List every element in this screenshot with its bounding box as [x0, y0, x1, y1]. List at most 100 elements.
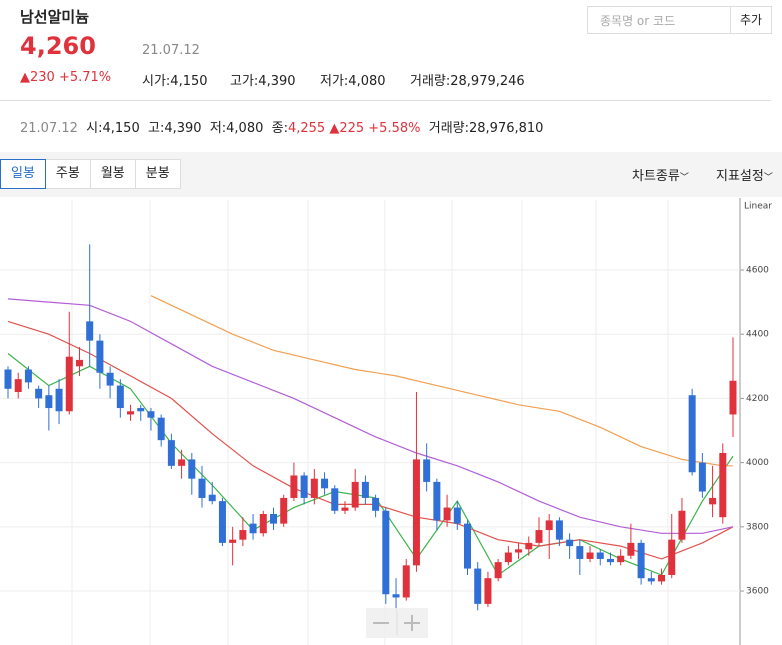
- candle-body: [24, 369, 32, 383]
- y-tick-label: 4400: [746, 330, 769, 340]
- candle-body: [310, 478, 318, 498]
- candle-body: [688, 395, 696, 473]
- change: ▲230 +5.71%: [20, 70, 112, 85]
- candle-body: [392, 594, 400, 598]
- candle-body: [566, 539, 574, 547]
- scale-label: Linear: [744, 202, 772, 212]
- low: 저가:4,080: [320, 74, 386, 89]
- moving-average-line: [7, 298, 734, 534]
- divider: [0, 100, 771, 101]
- candle-body: [300, 475, 308, 498]
- y-tick-label: 4200: [746, 394, 769, 404]
- candle-body: [382, 510, 390, 595]
- candle-body: [402, 565, 410, 598]
- daily-high: 고:4,390: [147, 121, 202, 136]
- indicator-menu[interactable]: 지표설정﹀: [716, 169, 773, 184]
- candle-body: [331, 488, 339, 511]
- candle-body: [198, 478, 206, 498]
- open: 시가:4,150: [142, 74, 208, 89]
- candle-body: [127, 411, 135, 415]
- candle-body: [178, 459, 186, 466]
- moving-average-line: [150, 295, 733, 467]
- candle-body: [188, 459, 196, 479]
- candle-body: [96, 340, 104, 373]
- candle-body: [453, 507, 461, 524]
- candle-body: [55, 388, 63, 412]
- candle-body: [351, 481, 359, 508]
- candle-body: [545, 520, 553, 531]
- candle-body: [576, 546, 584, 559]
- tab[interactable]: 일봉: [0, 159, 46, 189]
- volume: 거래량:28,979,246: [410, 74, 525, 89]
- candle-body: [290, 475, 298, 498]
- zoom-controls[interactable]: [366, 608, 428, 638]
- tab[interactable]: 분봉: [134, 159, 181, 189]
- candle-body: [729, 380, 737, 415]
- daily-info: 21.07.12 시:4,150 고:4,390 저:4,080 종:4,255…: [20, 117, 543, 136]
- candle-body: [157, 417, 165, 441]
- candle-body: [65, 356, 73, 412]
- candle-body: [474, 568, 482, 604]
- candle-body: [443, 507, 451, 521]
- candle-body: [137, 408, 145, 412]
- daily-close: 4,255: [287, 121, 326, 136]
- candle-body: [668, 539, 676, 575]
- y-tick-label: 4600: [746, 266, 769, 276]
- menu-label: 차트종류: [632, 169, 680, 184]
- candle-body: [433, 481, 441, 521]
- candle-body: [116, 385, 124, 409]
- daily-date: 21.07.12: [20, 121, 78, 136]
- candle-body: [259, 513, 267, 534]
- date: 21.07.12: [142, 43, 200, 58]
- candle-body: [106, 372, 114, 386]
- candle-body: [423, 459, 431, 482]
- candle-body: [627, 542, 635, 556]
- candle-body: [596, 552, 604, 559]
- tab[interactable]: 월봉: [89, 159, 136, 189]
- candle-body: [4, 369, 12, 389]
- candle-body: [372, 497, 380, 511]
- candle-body: [208, 494, 216, 502]
- y-tick-label: 4000: [746, 458, 769, 468]
- candle-body: [525, 542, 533, 550]
- candle-body: [412, 459, 420, 566]
- daily-low: 저:4,080: [209, 121, 264, 136]
- add-button[interactable]: 추가: [730, 6, 772, 34]
- candle-body: [361, 481, 369, 498]
- daily-close-label: 종:: [271, 121, 288, 136]
- candle-body: [658, 574, 666, 582]
- candle-body: [484, 578, 492, 604]
- candle-body: [269, 513, 277, 524]
- y-tick-label: 3600: [746, 587, 769, 597]
- candle-body: [535, 530, 543, 543]
- chart-type-menu[interactable]: 차트종류﹀: [632, 169, 689, 184]
- candle-body: [14, 379, 22, 392]
- daily-volume: 거래량:28,976,810: [428, 121, 544, 136]
- candle-body: [86, 321, 94, 341]
- candle-body: [709, 497, 717, 505]
- candle-body: [167, 440, 175, 466]
- candle-body: [147, 411, 155, 418]
- candle-body: [239, 530, 247, 540]
- menu-label: 지표설정: [716, 169, 764, 184]
- high: 고가:4,390: [230, 74, 296, 89]
- candle-body: [606, 558, 614, 563]
- candle-body: [637, 542, 645, 579]
- y-tick-label: 3800: [746, 522, 769, 532]
- candle-body: [229, 539, 237, 543]
- candle-body: [678, 510, 686, 540]
- candle-body: [249, 523, 257, 534]
- candle-body: [515, 549, 523, 553]
- candle-body: [719, 452, 727, 518]
- candle-body: [586, 552, 594, 559]
- candle-body: [617, 555, 625, 563]
- candle-body: [504, 552, 512, 563]
- moving-average-line: [7, 320, 734, 560]
- candle-body: [494, 562, 502, 579]
- candle-body: [75, 359, 83, 367]
- stock-name: 남선알미늄: [20, 8, 90, 26]
- candle-body: [45, 395, 53, 409]
- candle-body: [35, 388, 43, 399]
